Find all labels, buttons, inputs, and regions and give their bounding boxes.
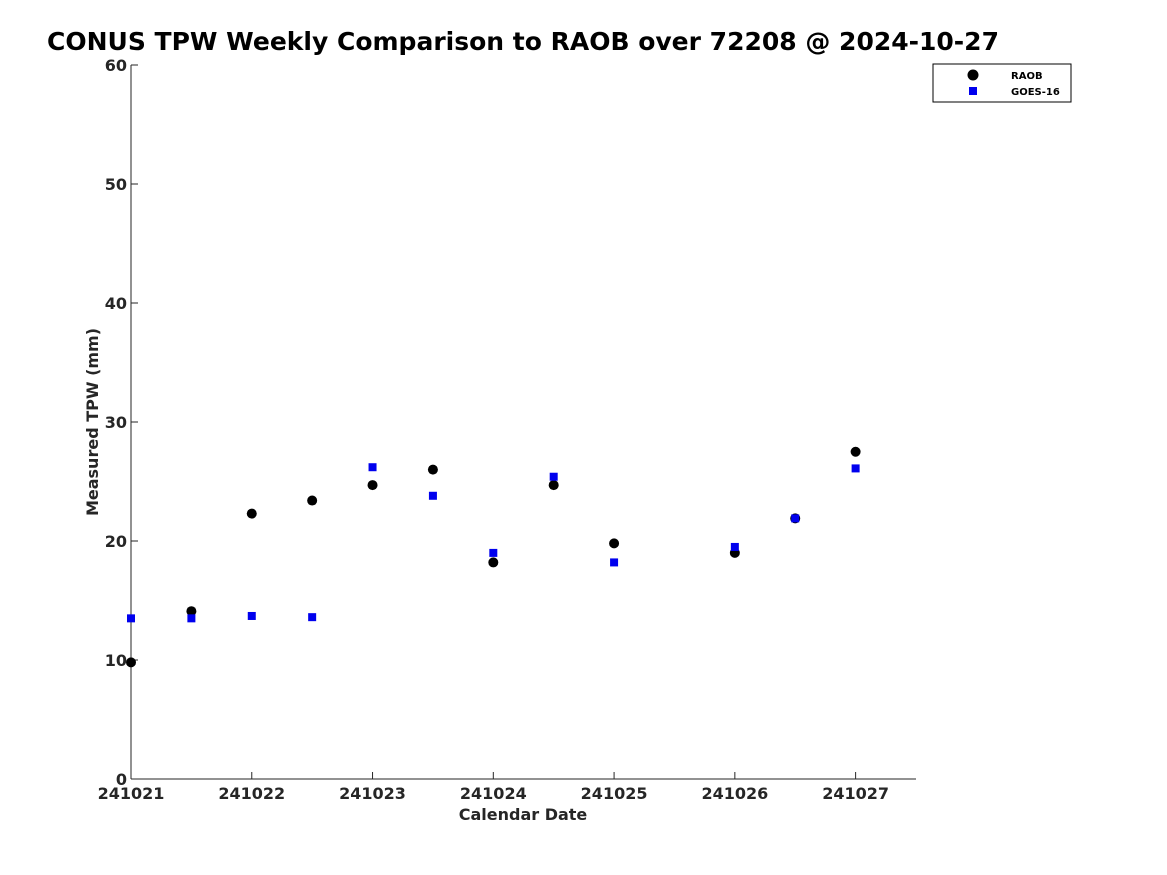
- data-point-raob: [609, 538, 620, 549]
- legend-label-goes16: GOES-16: [1011, 87, 1060, 98]
- y-tick-label: 0: [116, 770, 127, 789]
- chart-title: CONUS TPW Weekly Comparison to RAOB over…: [47, 27, 999, 56]
- data-point-raob: [367, 480, 378, 491]
- legend: RAOB GOES-16: [932, 63, 1072, 103]
- y-tick-label: 40: [105, 294, 127, 313]
- data-point-raob: [307, 495, 318, 506]
- legend-marker-goes16: [969, 87, 977, 95]
- data-point-goes16: [851, 464, 860, 473]
- legend-marker-raob: [967, 69, 979, 81]
- data-point-goes16: [791, 514, 800, 523]
- x-tick-label: 241024: [460, 784, 527, 803]
- legend-box: [932, 63, 1072, 103]
- x-tick-label: 241025: [581, 784, 648, 803]
- data-point-goes16: [730, 542, 739, 551]
- data-point-goes16: [308, 613, 317, 622]
- data-point-raob: [246, 508, 257, 519]
- x-tick-label: 241026: [701, 784, 768, 803]
- data-point-raob: [427, 464, 438, 475]
- data-point-goes16: [127, 614, 135, 623]
- y-ticks: 0 10 20 30 40 50 60: [105, 56, 138, 789]
- y-tick-label: 20: [105, 532, 127, 551]
- y-tick-label: 50: [105, 175, 127, 194]
- data-point-goes16: [610, 558, 619, 567]
- x-tick-label: 241023: [339, 784, 406, 803]
- data-point-raob: [186, 606, 197, 617]
- data-point-raob: [126, 657, 136, 668]
- data-point-goes16: [187, 614, 196, 623]
- data-point-goes16: [549, 472, 558, 481]
- y-tick-label: 10: [105, 651, 127, 670]
- x-tick-label: 241021: [98, 784, 165, 803]
- x-ticks: 241021 241022 241023 241024 241025 241026 2410…: [98, 772, 889, 803]
- data-point-goes16: [368, 463, 377, 472]
- axes: [130, 65, 916, 780]
- data-point-goes16: [428, 491, 437, 500]
- data-point-raob: [488, 557, 499, 568]
- data-point-raob: [548, 480, 559, 491]
- legend-label-raob: RAOB: [1011, 71, 1043, 82]
- y-tick-label: 30: [105, 413, 127, 432]
- data-points: [126, 446, 861, 668]
- x-tick-label: 241027: [822, 784, 889, 803]
- y-axis-label: Measured TPW (mm): [83, 328, 102, 516]
- data-point-goes16: [489, 548, 498, 557]
- data-point-raob: [850, 446, 861, 457]
- x-axis-label: Calendar Date: [459, 805, 588, 824]
- y-tick-label: 60: [105, 56, 127, 75]
- data-point-goes16: [247, 611, 256, 620]
- x-tick-label: 241022: [218, 784, 285, 803]
